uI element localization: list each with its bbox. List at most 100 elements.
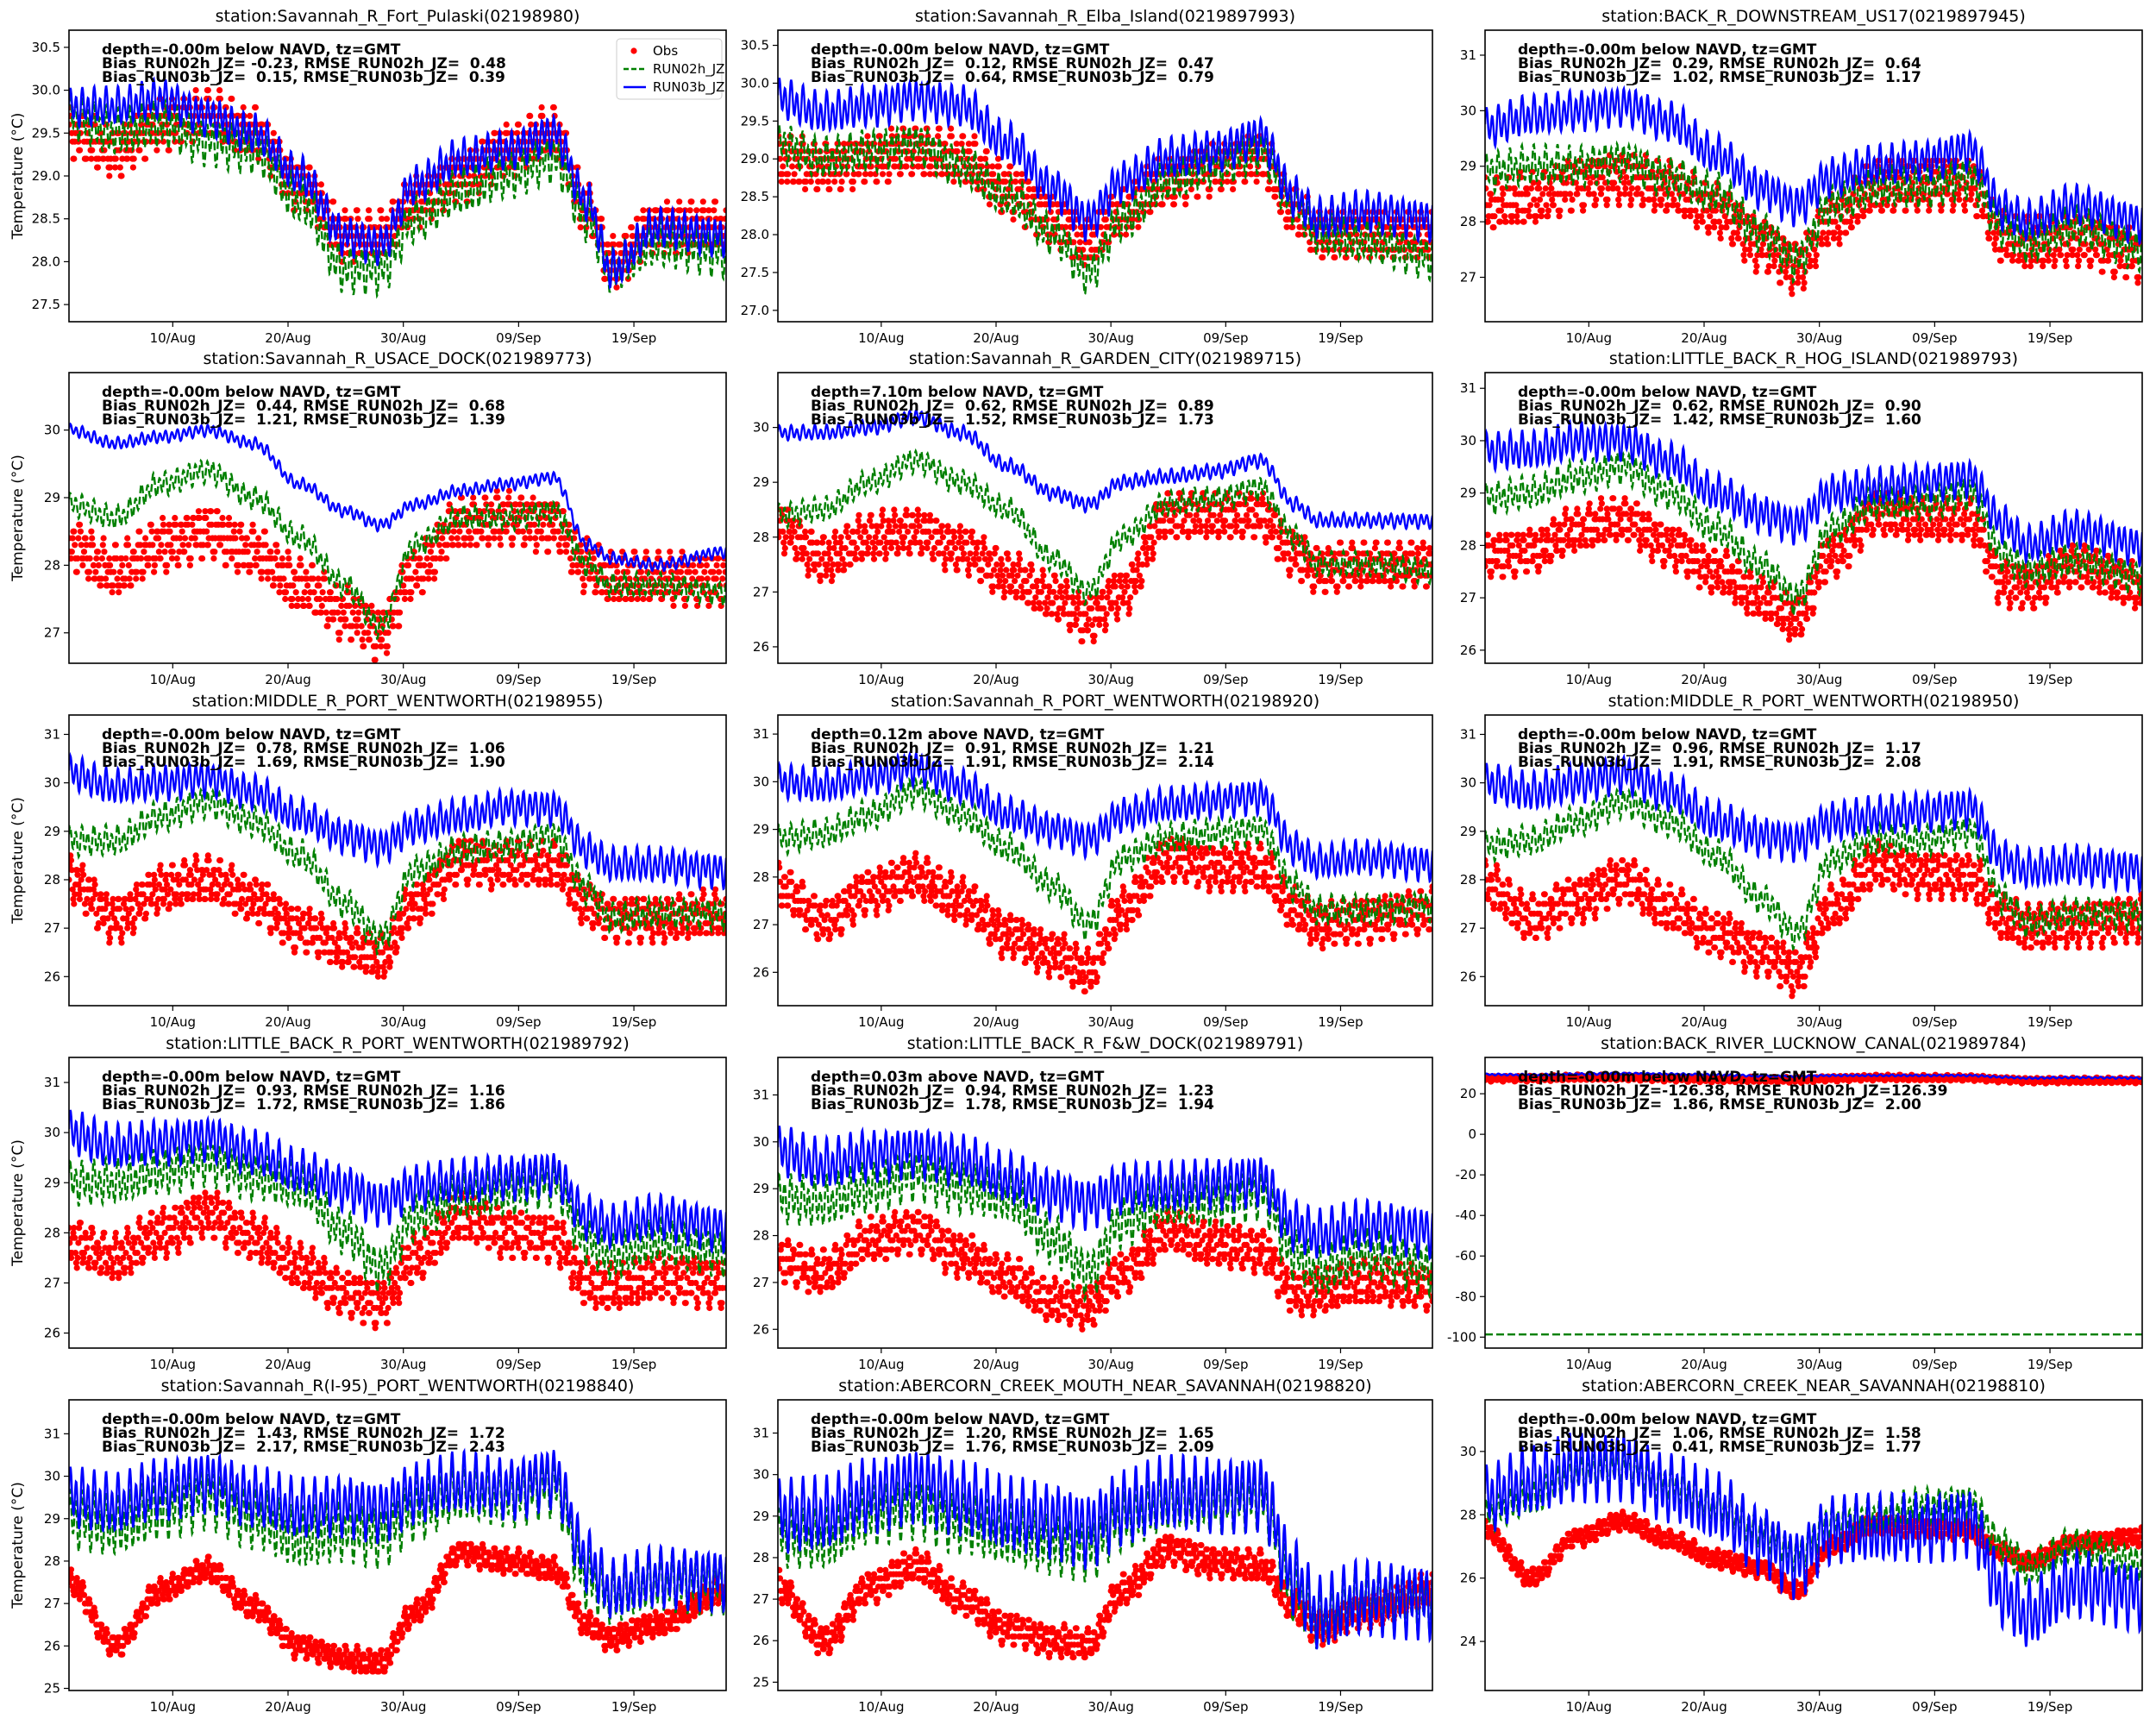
obs-point <box>1122 578 1129 585</box>
obs-point <box>1144 561 1150 568</box>
obs-point <box>2134 279 2141 286</box>
obs-point <box>929 550 936 557</box>
obs-point <box>1028 561 1035 568</box>
obs-point <box>1633 500 1640 507</box>
obs-point <box>1847 218 1854 225</box>
obs-point <box>1162 534 1169 541</box>
obs-point <box>1079 638 1086 645</box>
plot-area <box>69 76 726 299</box>
obs-point <box>1500 191 1507 198</box>
obs-point <box>1245 518 1252 524</box>
obs-point <box>1628 185 1635 192</box>
obs-point <box>1645 511 1652 518</box>
obs-point <box>1515 542 1522 549</box>
obs-point <box>1674 202 1681 209</box>
legend-box <box>616 38 723 100</box>
obs-point <box>461 542 468 549</box>
obs-point <box>688 198 695 205</box>
obs-point <box>928 534 935 541</box>
obs-point <box>713 561 720 569</box>
obs-point <box>1614 521 1621 528</box>
obs-point <box>1520 536 1527 543</box>
obs-point <box>1102 621 1109 629</box>
obs-point <box>997 567 1004 574</box>
obs-point <box>161 549 168 555</box>
obs-point <box>1168 528 1175 536</box>
obs-point <box>467 542 474 549</box>
obs-point <box>2117 257 2124 264</box>
obs-point <box>637 568 645 575</box>
obs-point <box>1549 196 1556 203</box>
obs-point <box>1242 179 1249 185</box>
obs-point <box>1210 511 1217 518</box>
obs-point <box>1506 563 1513 570</box>
x-tick-label: 09/Sep <box>1203 330 1248 346</box>
obs-point <box>1373 539 1380 546</box>
obs-point <box>2050 252 2057 259</box>
obs-point <box>1616 505 1623 512</box>
obs-point <box>231 521 238 528</box>
obs-point <box>799 555 805 562</box>
obs-point <box>975 555 982 562</box>
obs-point <box>796 179 803 185</box>
obs-point <box>868 163 874 170</box>
obs-point <box>69 535 76 542</box>
obs-point <box>950 528 957 536</box>
obs-point <box>1536 563 1543 570</box>
obs-point <box>1123 572 1131 579</box>
obs-point <box>181 535 189 542</box>
obs-point <box>545 549 552 555</box>
obs-point <box>1337 539 1344 546</box>
obs-point <box>179 542 186 549</box>
obs-point <box>1050 599 1056 606</box>
obs-point <box>877 539 884 546</box>
obs-point <box>1812 257 1819 264</box>
obs-point <box>958 141 965 147</box>
obs-point <box>160 138 167 145</box>
obs-point <box>1423 583 1430 590</box>
obs-point <box>808 528 815 536</box>
obs-point <box>1508 531 1515 538</box>
obs-point <box>1524 191 1531 198</box>
obs-point <box>1055 616 1062 623</box>
obs-point <box>1025 588 1032 595</box>
obs-point <box>870 555 878 562</box>
obs-point <box>385 630 392 637</box>
obs-point <box>166 528 173 535</box>
obs-point <box>158 542 165 549</box>
obs-point <box>354 216 361 223</box>
obs-point <box>1024 193 1031 200</box>
obs-point <box>1267 518 1274 524</box>
obs-point <box>896 528 903 536</box>
obs-point <box>1800 285 1807 292</box>
obs-point <box>1005 555 1012 562</box>
obs-point <box>819 539 826 546</box>
obs-point <box>255 535 262 542</box>
obs-point <box>856 171 862 178</box>
obs-point <box>2099 268 2106 275</box>
obs-point <box>2105 257 2112 264</box>
obs-point <box>1490 224 1497 231</box>
stats-annotation: Bias_RUN03b_JZ= 1.21, RMSE_RUN03b_JZ= 1.… <box>102 411 505 429</box>
obs-point <box>847 561 854 568</box>
obs-point <box>883 550 890 557</box>
obs-point <box>865 544 872 552</box>
obs-point <box>1968 191 1975 198</box>
obs-point <box>1914 207 1921 214</box>
obs-point <box>125 561 132 569</box>
obs-point <box>324 623 331 630</box>
obs-point <box>285 555 292 562</box>
obs-point <box>1125 611 1132 618</box>
obs-point <box>943 544 950 552</box>
obs-point <box>317 181 324 188</box>
obs-point <box>1978 207 1986 214</box>
obs-point <box>1007 163 1014 170</box>
obs-point <box>723 207 726 214</box>
obs-point <box>815 179 822 185</box>
obs-point <box>870 550 877 557</box>
obs-point <box>849 185 856 192</box>
y-tick-label: 26 <box>753 639 769 655</box>
obs-point <box>89 535 96 542</box>
obs-point <box>1527 202 1534 209</box>
obs-point <box>1547 558 1554 565</box>
